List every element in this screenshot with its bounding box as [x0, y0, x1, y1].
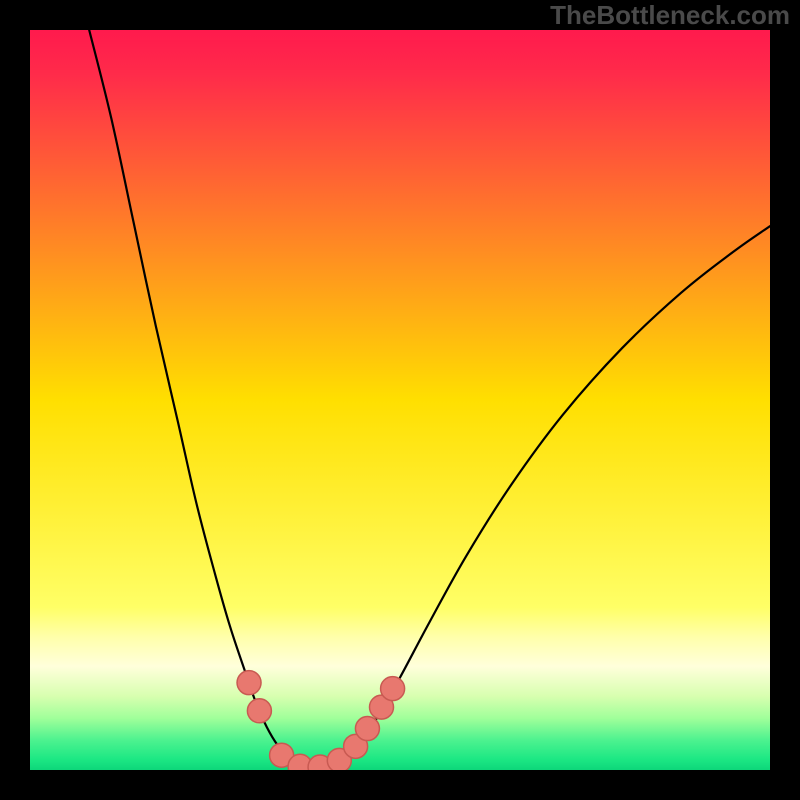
data-marker [381, 677, 405, 701]
data-marker [247, 699, 271, 723]
data-marker [355, 717, 379, 741]
chart-root: TheBottleneck.com [0, 0, 800, 800]
data-marker [237, 671, 261, 695]
gradient-background [30, 30, 770, 770]
watermark-text: TheBottleneck.com [550, 0, 790, 31]
chart-svg [30, 30, 770, 770]
plot-area [30, 30, 770, 770]
